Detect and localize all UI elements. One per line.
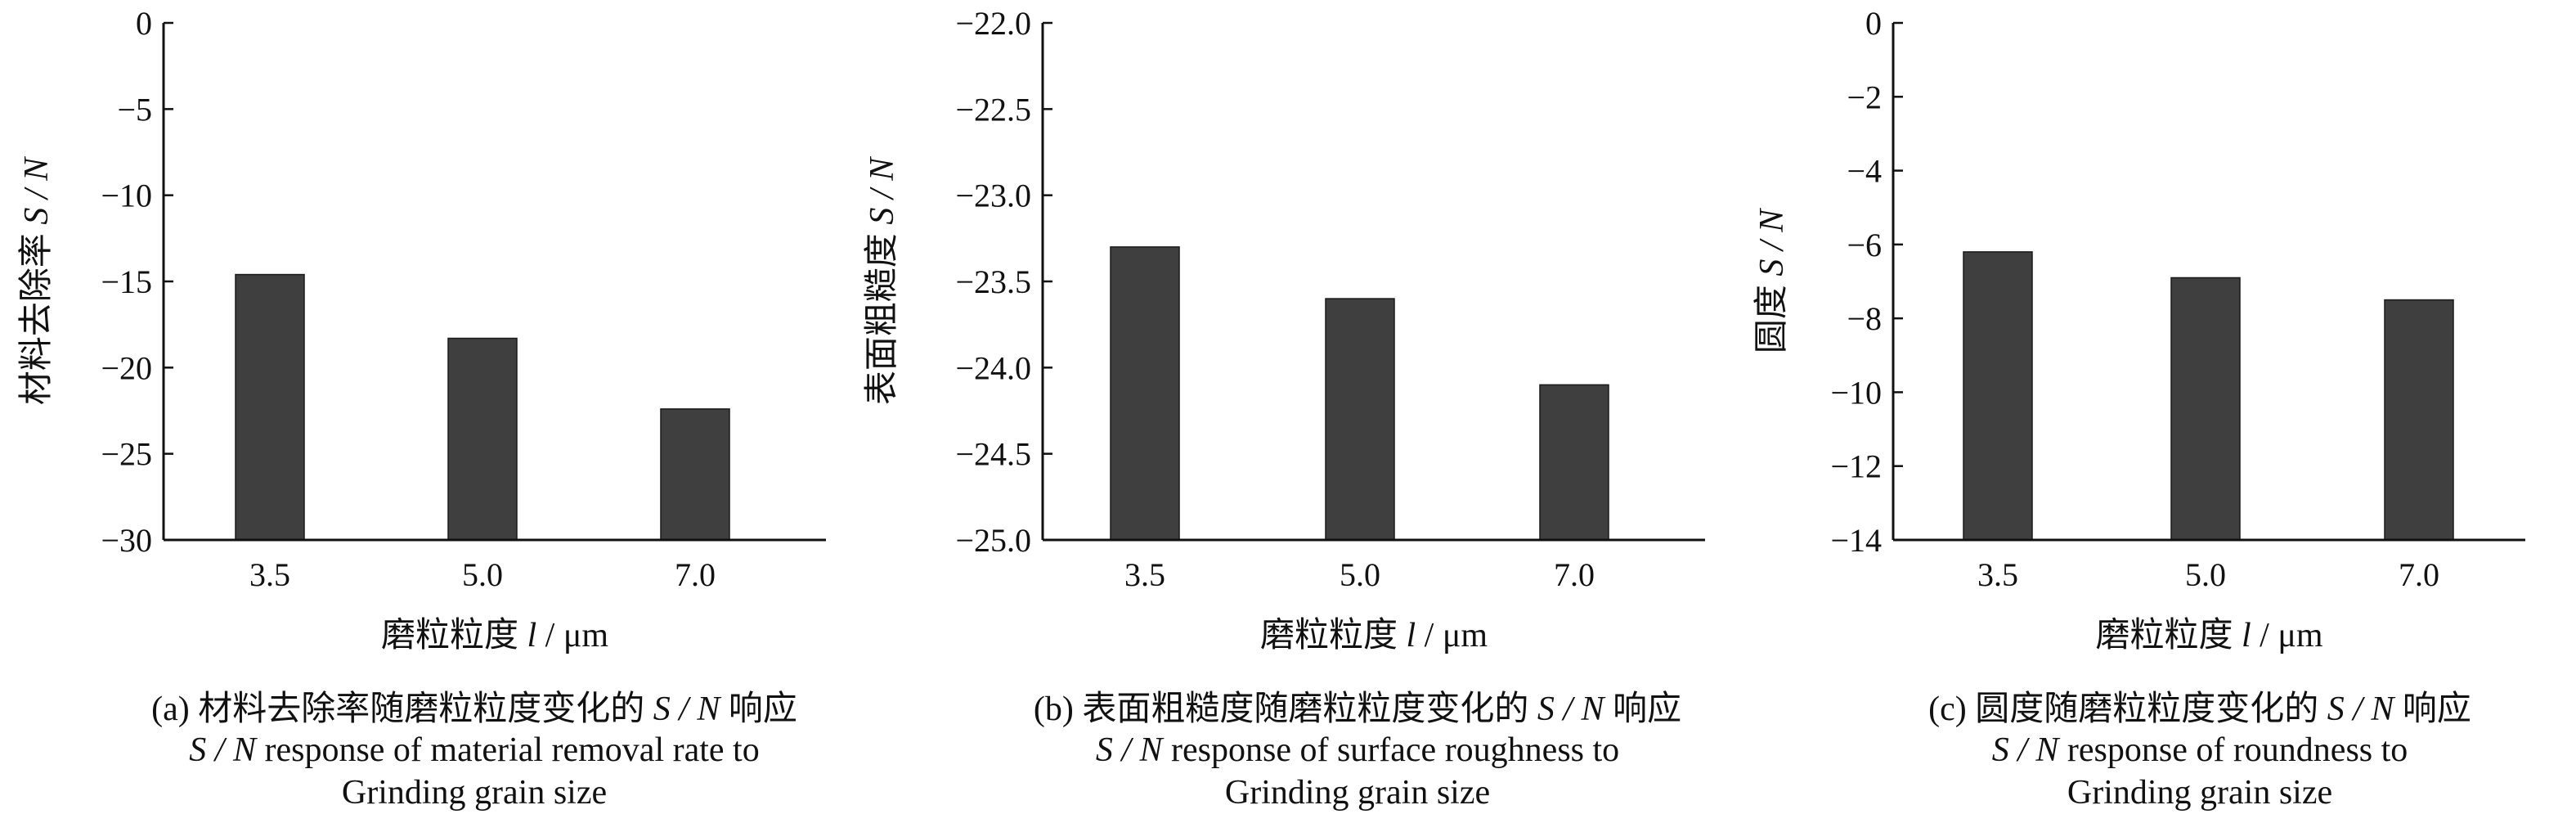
y-tick-label-c-3: −6: [1847, 227, 1882, 263]
x-tick-label-a-3: 7.0: [675, 556, 716, 593]
y-tick-label-a-0: 0: [136, 5, 152, 42]
x-tick-label-c-2: 5.0: [2185, 556, 2226, 593]
bar-b-1: [1110, 246, 1180, 541]
y-tick-label-b-2: −23.0: [955, 178, 1031, 214]
y-tick-label-c-2: −4: [1847, 153, 1882, 190]
bar-c-3: [2384, 299, 2454, 541]
y-tick-label-c-5: −10: [1830, 374, 1882, 411]
bar-c-2: [2170, 277, 2241, 541]
bar-a-2: [447, 337, 518, 541]
y-tick-label-c-4: −8: [1847, 300, 1882, 337]
chart-panel-b: −22.0 −22.5 −23.0 −23.5 −24.0 −24.5 −25.0 3.5 5.…: [864, 5, 1705, 812]
y-tick-label-a-5: −25: [101, 436, 152, 473]
y-tick-label-a-3: −15: [101, 263, 152, 300]
y-tick-label-b-3: −23.5: [955, 263, 1031, 300]
y-axis-title-c: 圆度 S / N: [1753, 208, 1791, 353]
x-tick-label-a-2: 5.0: [462, 556, 503, 593]
caption-line-c-3: Grinding grain size: [2067, 774, 2332, 812]
caption-line-a-1: (a) 材料去除率随磨粒粒度变化的 S / N 响应: [151, 690, 797, 728]
y-tick-label-a-2: −10: [101, 178, 152, 214]
bar-a-1: [235, 273, 305, 541]
chart-panel-a: 0 −5 −10 −15 −20 −25 −30 3.5 5.0 7.0 磨粒粒度 l / μm 材料…: [17, 5, 826, 812]
bar-c-1: [1963, 251, 2033, 541]
x-axis-title-c: 磨粒粒度 l / μm: [2095, 617, 2322, 654]
y-axis-title-b: 表面粗糙度 S / N: [864, 156, 901, 405]
chart-panel-c: 0 −2 −4 −6 −8 −10 −12 −14 3.5 5.0 7.0 磨粒粒度 l / μm 圆度…: [1753, 5, 2525, 812]
y-tick-label-b-0: −22.0: [955, 5, 1031, 42]
caption-line-c-2: S / N response of roundness to: [1992, 731, 2408, 769]
x-axis-title-a: 磨粒粒度 l / μm: [381, 617, 608, 654]
x-tick-label-b-3: 7.0: [1554, 556, 1595, 593]
y-tick-label-b-4: −24.0: [955, 349, 1031, 386]
y-tick-label-c-0: 0: [1865, 5, 1882, 42]
caption-line-c-1: (c) 圆度随磨粒粒度变化的 S / N 响应: [1928, 690, 2471, 728]
y-tick-label-a-1: −5: [117, 91, 152, 128]
bar-b-3: [1539, 384, 1609, 541]
caption-line-b-1: (b) 表面粗糙度随磨粒粒度变化的 S / N 响应: [1034, 690, 1681, 728]
caption-line-a-2: S / N response of material removal rate …: [189, 731, 759, 769]
y-tick-label-c-6: −12: [1830, 448, 1882, 485]
x-tick-label-a-1: 3.5: [249, 556, 290, 593]
bar-b-2: [1325, 298, 1395, 541]
x-tick-label-b-1: 3.5: [1124, 556, 1165, 593]
bar-a-3: [660, 408, 730, 541]
caption-line-a-3: Grinding grain size: [342, 774, 607, 812]
x-axis-title-b: 磨粒粒度 l / μm: [1260, 617, 1488, 654]
y-tick-label-b-1: −22.5: [955, 91, 1031, 128]
y-tick-label-c-1: −2: [1847, 79, 1882, 115]
x-tick-label-c-1: 3.5: [1977, 556, 2018, 593]
y-tick-label-b-5: −24.5: [955, 436, 1031, 473]
x-tick-label-c-3: 7.0: [2399, 556, 2439, 593]
caption-line-b-2: S / N response of surface roughness to: [1096, 731, 1619, 769]
y-tick-label-c-7: −14: [1830, 522, 1882, 559]
y-axis-title-a: 材料去除率 S / N: [17, 156, 56, 405]
y-tick-label-a-4: −20: [101, 349, 152, 386]
x-tick-label-b-2: 5.0: [1340, 556, 1380, 593]
y-tick-label-a-6: −30: [101, 522, 152, 559]
y-tick-label-b-6: −25.0: [955, 522, 1031, 559]
caption-line-b-3: Grinding grain size: [1225, 774, 1490, 812]
